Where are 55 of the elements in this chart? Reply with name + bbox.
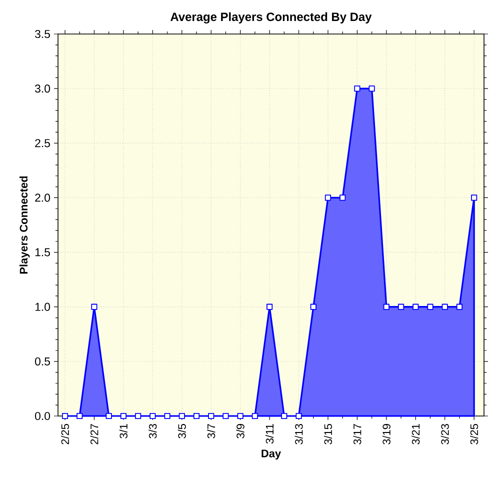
x-tick-label: 3/11 — [266, 424, 274, 444]
x-tick-label: 3/19 — [382, 424, 390, 444]
y-tick-label: 3.0 — [34, 84, 50, 93]
point — [252, 412, 258, 420]
point — [120, 412, 126, 420]
x-tick-label: 3/21 — [412, 424, 420, 444]
point — [442, 304, 448, 310]
point — [208, 412, 214, 420]
x-tick-label: 3/9 — [236, 424, 244, 438]
y-tick-label: 3.5 — [34, 30, 50, 38]
point — [471, 194, 478, 201]
point — [296, 412, 302, 420]
point — [368, 86, 375, 92]
y-tick-label: 2.0 — [35, 194, 50, 202]
x-tick-label: 2/27 — [90, 424, 98, 444]
point — [178, 412, 185, 420]
x-tick-label: 3/23 — [440, 424, 449, 444]
point — [427, 304, 434, 310]
x-tick-label: 3/15 — [324, 424, 332, 444]
point — [135, 412, 142, 420]
y-axis-title: Players Connected — [20, 176, 30, 274]
x-tick-label: 3/1 — [119, 424, 128, 438]
point — [266, 304, 273, 310]
x-tick-label: 3/17 — [353, 424, 362, 444]
point — [193, 412, 200, 420]
x-tick-label: 3/3 — [148, 424, 157, 438]
x-tick-label: 3/13 — [294, 424, 303, 444]
point — [164, 412, 170, 420]
y-tick-label: 1.5 — [35, 248, 50, 256]
x-tick-label: 3/25 — [470, 424, 478, 444]
point — [412, 304, 419, 310]
point — [383, 304, 390, 310]
x-tick-label: 2/25 — [60, 424, 70, 444]
point — [310, 304, 316, 310]
point — [237, 412, 244, 420]
point — [340, 194, 346, 201]
point — [354, 86, 360, 92]
point — [62, 412, 68, 420]
point — [76, 412, 83, 420]
y-tick-label: 2.5 — [35, 139, 50, 148]
point — [324, 194, 332, 201]
point — [222, 412, 229, 420]
y-tick-label: 0.0 — [35, 412, 50, 420]
y-tick-label: 1.0 — [35, 302, 50, 311]
point — [91, 304, 98, 310]
point — [281, 412, 288, 420]
x-tick-label: 3/5 — [178, 424, 186, 438]
point — [150, 412, 156, 420]
point — [456, 304, 463, 310]
chart-title: Average Players Connected By Day — [170, 12, 372, 24]
x-tick-label: 3/7 — [207, 424, 216, 438]
point — [398, 304, 404, 310]
y-tick-label: 0.5 — [35, 357, 50, 366]
x-axis-title: Day — [262, 450, 281, 460]
point — [106, 412, 112, 420]
